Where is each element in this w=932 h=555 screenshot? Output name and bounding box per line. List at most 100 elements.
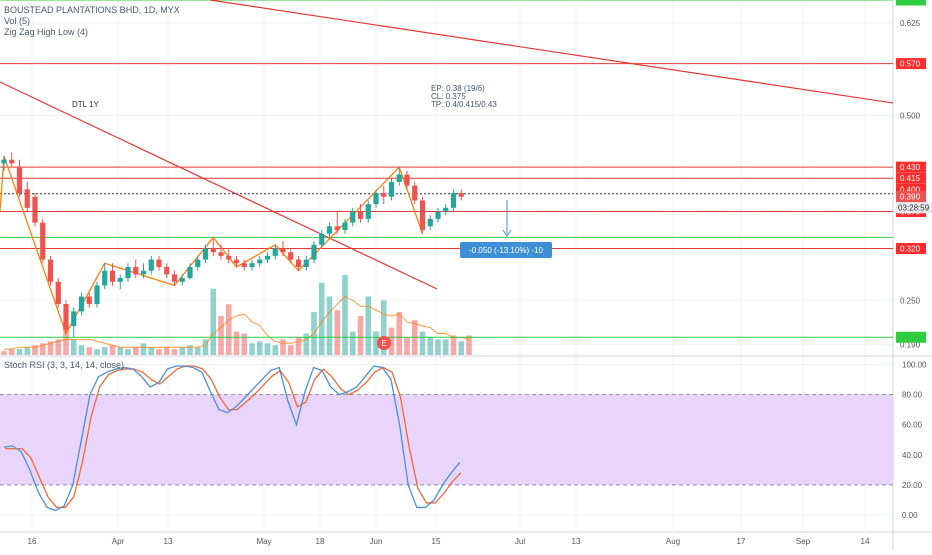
candle: [78, 292, 85, 316]
candle: [443, 204, 449, 216]
volume-bar: [70, 339, 77, 355]
candle: [32, 193, 38, 227]
volume-bar: [264, 343, 271, 355]
last-price-badge-bg: [896, 191, 926, 203]
volume-bar: [101, 347, 108, 355]
volume-bar: [357, 315, 364, 355]
candle: [388, 178, 395, 201]
level-price-badge-bg: [896, 172, 926, 184]
time-axis-tick-label: Jun: [370, 537, 383, 546]
candle: [164, 263, 170, 279]
candle-body: [241, 263, 247, 267]
candle-body: [102, 270, 108, 286]
stoch-rsi-title[interactable]: Stoch RSI (3, 3, 14, 14, close): [4, 360, 125, 370]
candle: [171, 270, 178, 286]
level-price-badge: 0.400: [896, 183, 926, 195]
candle: [396, 167, 402, 186]
time-axis-tick-label: 18: [316, 537, 325, 546]
rsi-axis-tick-label: 100.00: [902, 361, 927, 370]
candle-body: [288, 252, 294, 260]
long-downtrend-line[interactable]: [209, 0, 894, 104]
candle: [288, 248, 294, 264]
volume-indicator-label[interactable]: Vol (5): [4, 16, 31, 26]
candle-body: [63, 303, 69, 330]
price-axis-tick-label: 0.250: [900, 296, 921, 305]
volume-bar: [435, 339, 441, 355]
time-axis-tick-label: 13: [164, 537, 173, 546]
zigzag-indicator-label[interactable]: Zig Zag High Low (4): [4, 27, 89, 37]
time-axis-tick-label: 14: [861, 537, 870, 546]
candle: [326, 222, 333, 238]
candle-body: [295, 259, 302, 267]
volume-bar: [287, 345, 294, 355]
volume-bar: [396, 312, 403, 355]
candle: [427, 215, 433, 231]
volume-bar: [334, 310, 341, 355]
volume-bar: [256, 341, 263, 355]
measure-box[interactable]: [460, 242, 552, 258]
candle: [133, 259, 139, 279]
level-price-badge-bg: [896, 183, 926, 195]
volume-bar: [249, 343, 255, 355]
symbol-title[interactable]: BOUSTEAD PLANTATIONS BHD, 1D, MYX: [4, 5, 180, 15]
candle: [16, 159, 23, 197]
volume-bar: [187, 345, 193, 355]
candle-body: [16, 167, 23, 194]
volume-bar: [450, 335, 457, 355]
last-price-badge-text: 0.390: [900, 193, 921, 202]
volume-bar: [373, 331, 379, 355]
candle-body: [171, 274, 178, 282]
volume-bar: [272, 345, 279, 355]
level-price-badge-text: 0.320: [900, 245, 921, 254]
candle: [226, 248, 232, 264]
candle-body: [133, 266, 139, 275]
time-axis-tick-label: Sep: [796, 537, 811, 546]
candle: [55, 278, 61, 308]
time-axis-tick-label: May: [256, 537, 271, 546]
price-axis-tick-label: 0.190: [900, 341, 921, 350]
candle: [187, 263, 193, 280]
candle-body: [9, 159, 15, 164]
candle: [373, 189, 379, 208]
candle-body: [117, 278, 123, 282]
volume-bar: [109, 345, 116, 355]
candle: [365, 200, 371, 223]
candle-body: [1, 159, 7, 164]
candle: [381, 185, 387, 205]
level-price-badge: 0.570: [896, 58, 926, 70]
candle-body: [458, 193, 464, 197]
candle: [412, 181, 418, 205]
candle-body: [357, 211, 364, 219]
volume-bar: [47, 341, 54, 355]
candle-body: [319, 233, 325, 245]
time-axis-tick-label: 16: [28, 537, 37, 546]
candle-body: [311, 244, 317, 260]
candle: [404, 170, 410, 190]
candle-body: [396, 174, 402, 182]
level-price-badge: 0.415: [896, 172, 926, 184]
candle: [156, 255, 162, 271]
volume-bar: [280, 339, 286, 355]
candle-body: [164, 266, 170, 275]
rsi-overbought-oversold-band: [0, 394, 893, 485]
candle-body: [419, 200, 426, 231]
rsi-legend: Stoch RSI (3, 3, 14, 14, close): [4, 360, 124, 371]
candle-body: [47, 259, 54, 282]
volume-bar: [39, 343, 46, 355]
candle: [295, 255, 302, 271]
earnings-marker[interactable]: [377, 336, 391, 350]
level-price-badge-bg: [896, 243, 926, 254]
volume-bar: [210, 288, 217, 355]
downtrend-line-1y[interactable]: [0, 81, 438, 290]
candle-body: [71, 311, 77, 327]
level-price-badge: 0.320: [896, 243, 926, 254]
time-axis-tick-label: Aug: [666, 537, 680, 546]
level-price-badge-bg: [896, 58, 926, 70]
candle-body: [40, 222, 46, 260]
volume-bar: [342, 275, 348, 355]
candle-body: [450, 193, 457, 208]
candle-body: [381, 193, 387, 197]
candle-body: [195, 259, 201, 267]
candle-body: [412, 185, 418, 201]
